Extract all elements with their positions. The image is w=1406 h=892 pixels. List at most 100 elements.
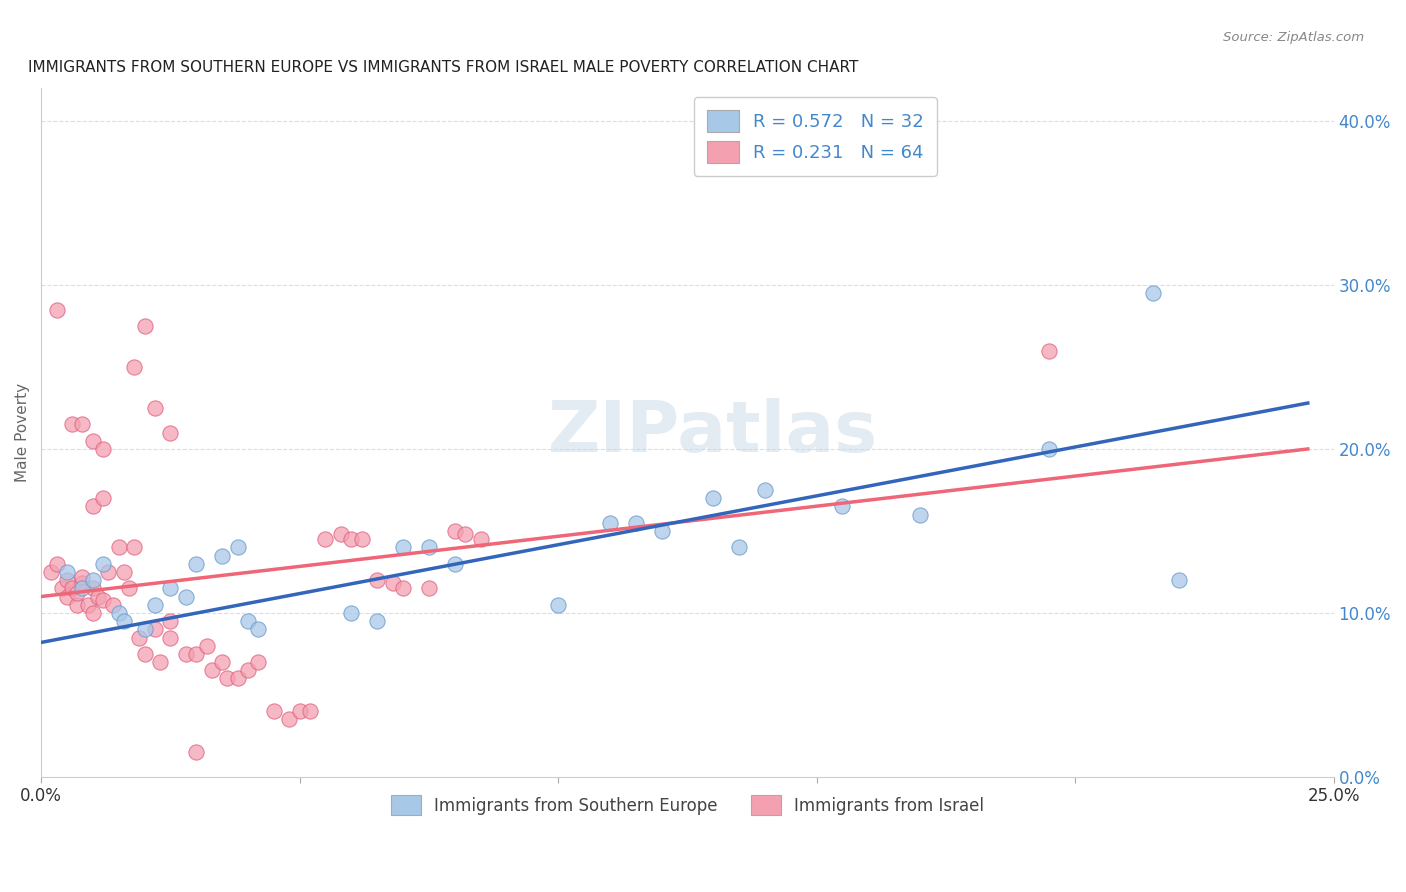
- Legend: Immigrants from Southern Europe, Immigrants from Israel: Immigrants from Southern Europe, Immigra…: [382, 787, 993, 823]
- Point: [392, 541, 415, 555]
- Point: [236, 663, 259, 677]
- Point: [247, 623, 270, 637]
- Point: [186, 745, 208, 759]
- Point: [599, 516, 621, 530]
- Point: [186, 557, 208, 571]
- Point: [45, 557, 67, 571]
- Point: [340, 532, 363, 546]
- Text: IMMIGRANTS FROM SOUTHERN EUROPE VS IMMIGRANTS FROM ISRAEL MALE POVERTY CORRELATI: IMMIGRANTS FROM SOUTHERN EUROPE VS IMMIG…: [28, 60, 859, 75]
- Point: [381, 576, 404, 591]
- Point: [159, 425, 181, 440]
- Point: [97, 565, 120, 579]
- Point: [330, 527, 353, 541]
- Point: [143, 598, 166, 612]
- Point: [72, 582, 94, 596]
- Point: [278, 713, 301, 727]
- Point: [174, 647, 197, 661]
- Point: [1038, 442, 1060, 456]
- Point: [201, 663, 224, 677]
- Point: [82, 606, 104, 620]
- Point: [226, 541, 249, 555]
- Point: [366, 614, 388, 628]
- Point: [217, 672, 239, 686]
- Point: [1038, 343, 1060, 358]
- Point: [350, 532, 373, 546]
- Point: [82, 500, 104, 514]
- Point: [45, 302, 67, 317]
- Point: [107, 541, 129, 555]
- Point: [159, 582, 181, 596]
- Point: [60, 582, 83, 596]
- Point: [56, 590, 79, 604]
- Point: [651, 524, 673, 538]
- Point: [159, 631, 181, 645]
- Point: [443, 524, 465, 538]
- Point: [728, 541, 751, 555]
- Point: [91, 442, 114, 456]
- Point: [418, 541, 440, 555]
- Point: [76, 598, 98, 612]
- Point: [366, 573, 388, 587]
- Point: [103, 598, 125, 612]
- Point: [112, 565, 135, 579]
- Point: [149, 655, 172, 669]
- Point: [314, 532, 336, 546]
- Point: [247, 655, 270, 669]
- Point: [60, 417, 83, 432]
- Point: [91, 592, 114, 607]
- Point: [263, 704, 285, 718]
- Point: [91, 557, 114, 571]
- Point: [134, 647, 156, 661]
- Point: [56, 573, 79, 587]
- Point: [82, 573, 104, 587]
- Y-axis label: Male Poverty: Male Poverty: [15, 383, 30, 483]
- Point: [298, 704, 321, 718]
- Point: [128, 631, 150, 645]
- Point: [211, 655, 233, 669]
- Point: [195, 639, 218, 653]
- Point: [211, 549, 233, 563]
- Point: [66, 586, 89, 600]
- Point: [82, 434, 104, 448]
- Point: [112, 614, 135, 628]
- Point: [143, 401, 166, 415]
- Point: [87, 590, 110, 604]
- Point: [443, 557, 465, 571]
- Point: [418, 582, 440, 596]
- Point: [236, 614, 259, 628]
- Point: [547, 598, 569, 612]
- Point: [72, 570, 94, 584]
- Point: [66, 598, 89, 612]
- Point: [624, 516, 647, 530]
- Point: [754, 483, 776, 497]
- Point: [288, 704, 311, 718]
- Point: [454, 527, 477, 541]
- Point: [1142, 286, 1164, 301]
- Point: [174, 590, 197, 604]
- Point: [1167, 573, 1189, 587]
- Point: [107, 606, 129, 620]
- Point: [118, 582, 141, 596]
- Text: Source: ZipAtlas.com: Source: ZipAtlas.com: [1223, 31, 1364, 45]
- Point: [82, 582, 104, 596]
- Point: [56, 565, 79, 579]
- Point: [122, 541, 145, 555]
- Point: [908, 508, 931, 522]
- Point: [72, 576, 94, 591]
- Point: [122, 359, 145, 374]
- Point: [134, 623, 156, 637]
- Point: [91, 491, 114, 505]
- Point: [51, 582, 73, 596]
- Text: ZIPatlas: ZIPatlas: [548, 398, 879, 467]
- Point: [470, 532, 492, 546]
- Point: [831, 500, 853, 514]
- Point: [226, 672, 249, 686]
- Point: [702, 491, 724, 505]
- Point: [41, 565, 63, 579]
- Point: [143, 623, 166, 637]
- Point: [159, 614, 181, 628]
- Point: [134, 318, 156, 333]
- Point: [186, 647, 208, 661]
- Point: [340, 606, 363, 620]
- Point: [72, 417, 94, 432]
